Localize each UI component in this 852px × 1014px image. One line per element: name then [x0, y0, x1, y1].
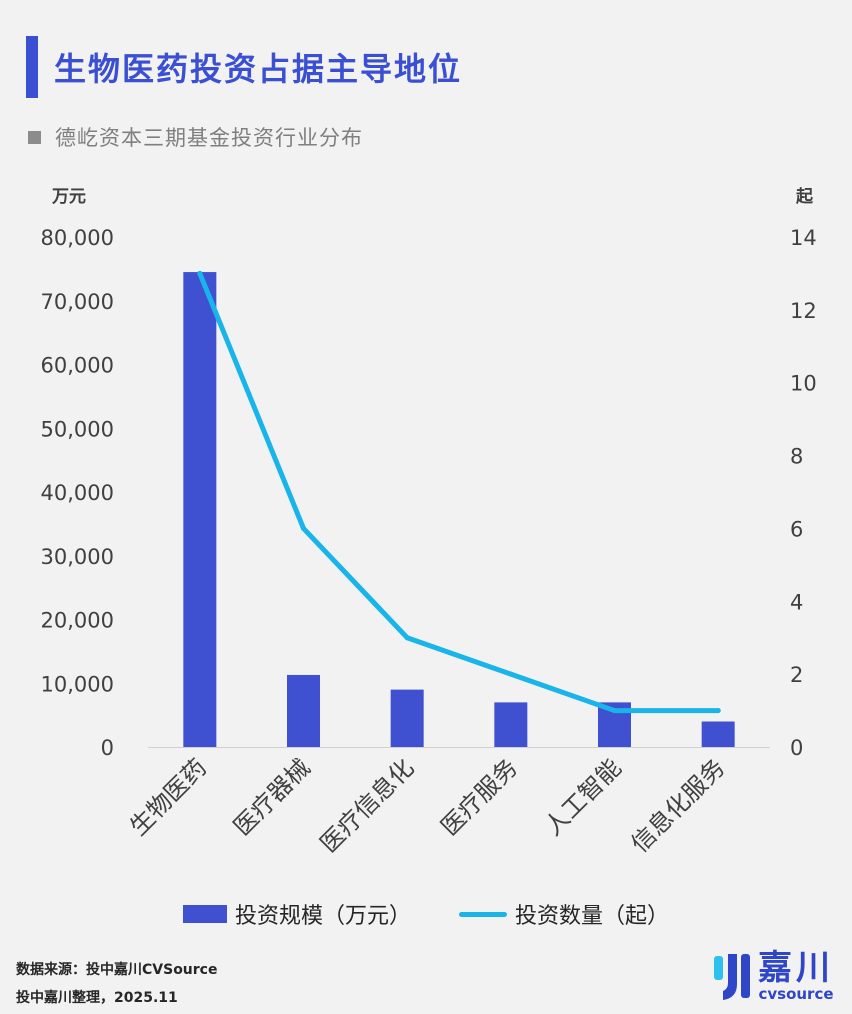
- category-label: 医疗器械: [228, 753, 316, 841]
- source-line-2: 投中嘉川整理，2025.11: [16, 990, 178, 1006]
- right-axis-tick-label: 2: [790, 663, 803, 687]
- left-axis-tick-label: 60,000: [41, 354, 114, 378]
- category-label: 医疗信息化: [315, 753, 420, 858]
- subtitle-row: 德屹资本三期基金投资行业分布: [28, 122, 363, 152]
- left-axis-tick-label: 70,000: [41, 290, 114, 314]
- chart-subtitle: 德屹资本三期基金投资行业分布: [55, 126, 363, 150]
- right-axis-tick-label: 10: [790, 372, 817, 396]
- cvsource-logo: 嘉川 cvsource: [712, 950, 834, 1002]
- category-label: 人工智能: [539, 753, 627, 841]
- source-note: 数据来源：投中嘉川CVSource 投中嘉川整理，2025.11: [16, 956, 217, 1012]
- legend-bar-label: 投资规模（万元）: [234, 904, 411, 929]
- cvsource-logo-icon: [714, 954, 750, 1000]
- left-axis-unit: 万元: [51, 187, 86, 207]
- right-axis-tick-label: 14: [790, 226, 817, 250]
- left-axis-tick-label: 0: [101, 736, 114, 760]
- line-point-4: [508, 671, 514, 677]
- line-point-1: [197, 270, 203, 276]
- chart-legend: 投资规模（万元） 投资数量（起）: [0, 898, 852, 930]
- bar-2: [287, 674, 320, 747]
- line-point-3: [404, 635, 410, 641]
- square-bullet-icon: [28, 130, 41, 144]
- category-label: 医疗服务: [435, 753, 523, 841]
- legend-item-bar: 投资规模（万元）: [182, 898, 411, 930]
- right-axis-tick-label: 12: [790, 299, 817, 323]
- legend-item-line: 投资数量（起）: [459, 898, 669, 930]
- left-axis-tick-label: 40,000: [41, 481, 114, 505]
- source-line-1: 数据来源：投中嘉川CVSource: [16, 962, 218, 978]
- title-accent-bar: [26, 36, 38, 98]
- line-point-2: [301, 525, 306, 531]
- legend-bar-swatch: [182, 905, 227, 923]
- line-point-5: [612, 708, 617, 714]
- bar-4: [494, 702, 528, 747]
- left-axis-tick-label: 30,000: [41, 545, 114, 569]
- logo-chinese-text: 嘉川: [758, 948, 834, 988]
- right-axis-tick-label: 6: [790, 517, 803, 541]
- legend-line-swatch: [459, 911, 507, 917]
- right-axis-tick-label: 0: [790, 736, 803, 760]
- left-axis-tick-label: 20,000: [41, 609, 114, 633]
- page-title: 生物医药投资占据主导地位: [54, 50, 463, 88]
- right-axis-tick-label: 4: [790, 590, 803, 614]
- legend-line-label: 投资数量（起）: [515, 904, 670, 929]
- left-axis-tick-label: 50,000: [41, 417, 114, 441]
- left-axis-tick-label: 80,000: [41, 226, 114, 250]
- count-line: [197, 270, 721, 714]
- combo-chart: 万元 起 0 10,000 20,000 30,000 40,000 50,000 60,000…: [41, 186, 817, 858]
- bar-3: [390, 689, 424, 747]
- right-axis-tick-label: 8: [790, 445, 803, 469]
- right-axis-unit: 起: [795, 186, 814, 207]
- category-label: 信息化服务: [626, 753, 731, 858]
- line-point-6: [715, 708, 721, 714]
- bar-1: [183, 272, 217, 747]
- category-label: 生物医药: [124, 753, 212, 841]
- bar-6: [701, 721, 735, 747]
- left-axis-tick-label: 10,000: [41, 672, 114, 696]
- logo-english-text: cvsource: [758, 985, 834, 1003]
